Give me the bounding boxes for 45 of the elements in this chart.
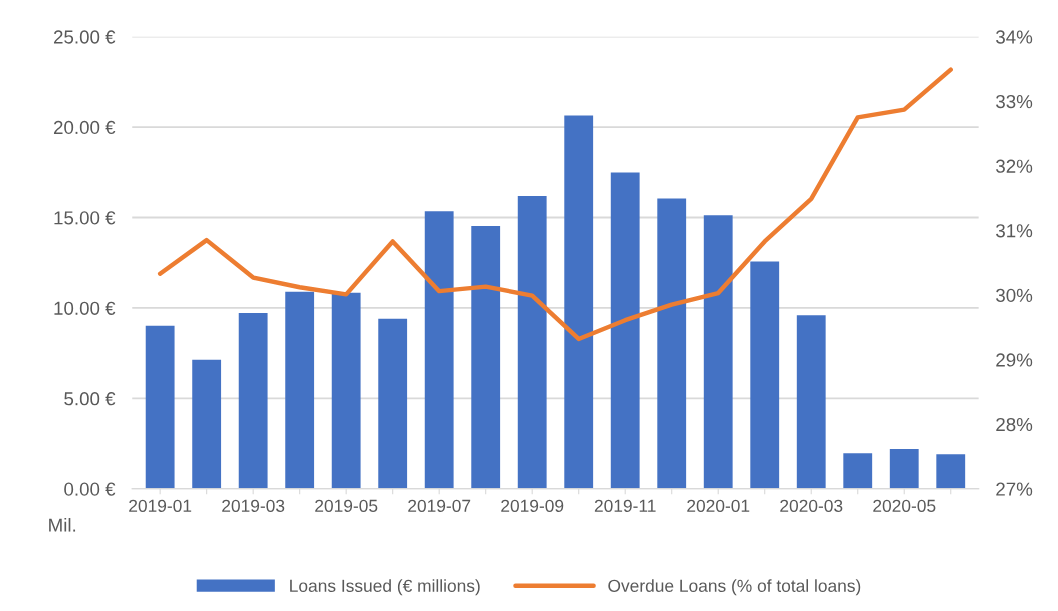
bar — [517, 195, 547, 489]
y2-tick-label: 30% — [996, 288, 1033, 302]
x-tick-label: 2020-05 — [873, 499, 936, 512]
text: Mil. — [49, 517, 76, 532]
bar — [285, 291, 315, 489]
x-tick-label: 2020-01 — [687, 499, 750, 512]
bar — [796, 315, 826, 489]
y-tick-label: 15.00 € — [54, 211, 116, 225]
bar — [471, 226, 501, 489]
x-tick-label: 2019-05 — [315, 499, 378, 512]
x-tick-label: 2019-01 — [129, 499, 192, 512]
bar — [889, 449, 919, 489]
bar — [657, 198, 687, 489]
x-tick-label: 2019-09 — [501, 499, 564, 512]
y2-tick-label: 27% — [996, 482, 1033, 496]
y2-tick-label: 31% — [996, 224, 1033, 238]
y-tick-label: 25.00 € — [53, 30, 116, 44]
bar — [564, 115, 594, 489]
bar — [238, 313, 268, 489]
bar — [145, 325, 175, 489]
x-tick-label: 2019-07 — [408, 499, 471, 512]
bar — [378, 318, 408, 489]
y-tick-label: 20.00 € — [53, 120, 116, 135]
bar — [331, 292, 361, 489]
y2-tick-label: 28% — [996, 417, 1033, 432]
x-tick-label: 2019-03 — [222, 499, 285, 512]
line-series — [157, 67, 953, 342]
bar — [936, 454, 966, 489]
legend-label: Overdue Loans (% of total loans) — [608, 579, 861, 596]
bar — [424, 211, 454, 489]
y-tick-label: 0.00 € — [64, 482, 116, 496]
bar — [750, 261, 780, 489]
x-tick-label: 2019-11 — [594, 499, 656, 512]
bar — [703, 215, 733, 489]
y2-tick-label: 33% — [996, 94, 1033, 109]
bar — [610, 172, 640, 489]
y2-tick-label: 32% — [996, 159, 1033, 173]
x-tick-label: 2020-03 — [780, 499, 843, 512]
y2-tick-label: 34% — [996, 30, 1033, 44]
y2-tick-label: 29% — [996, 353, 1033, 367]
legend-label: Loans Issued (€ millions) — [290, 579, 480, 596]
y-tick-label: 10.00 € — [54, 301, 116, 315]
bar — [192, 359, 222, 489]
y-tick-label: 5.00 € — [64, 392, 116, 406]
bar — [843, 453, 873, 489]
